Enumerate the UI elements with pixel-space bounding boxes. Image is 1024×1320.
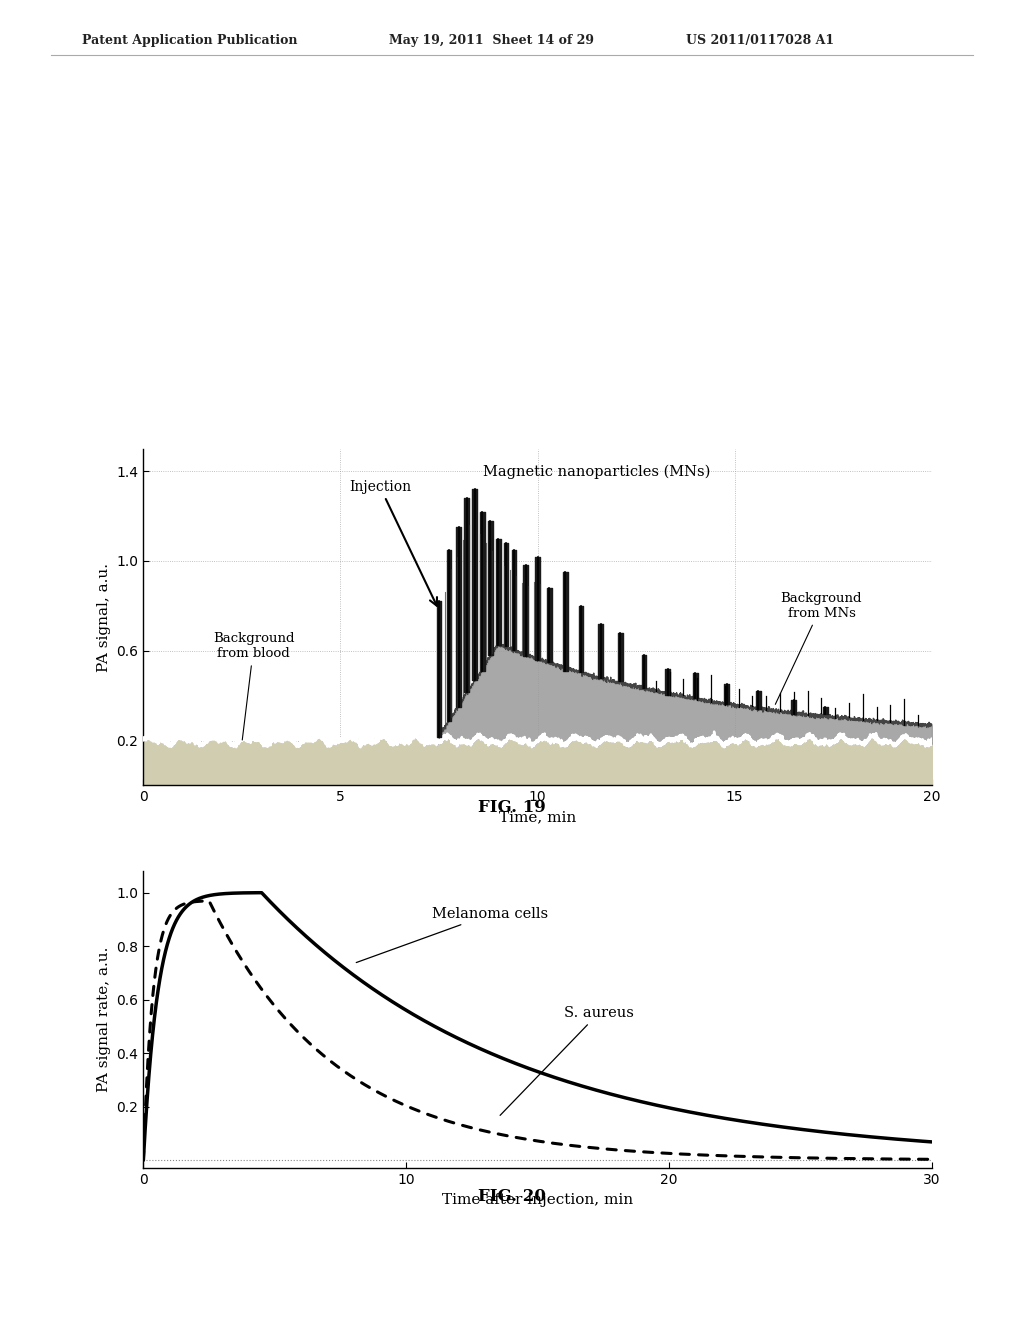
X-axis label: Time after injection, min: Time after injection, min xyxy=(442,1192,633,1206)
Y-axis label: PA signal rate, a.u.: PA signal rate, a.u. xyxy=(97,946,111,1093)
Text: Melanoma cells: Melanoma cells xyxy=(356,907,549,962)
Text: Patent Application Publication: Patent Application Publication xyxy=(82,33,297,46)
Text: S. aureus: S. aureus xyxy=(500,1006,634,1115)
Text: Magnetic nanoparticles (MNs): Magnetic nanoparticles (MNs) xyxy=(483,465,711,479)
Text: FIG. 19: FIG. 19 xyxy=(478,799,546,816)
Text: Background
from blood: Background from blood xyxy=(213,632,295,741)
Text: US 2011/0117028 A1: US 2011/0117028 A1 xyxy=(686,33,835,46)
Text: May 19, 2011  Sheet 14 of 29: May 19, 2011 Sheet 14 of 29 xyxy=(389,33,594,46)
Text: Background
from MNs: Background from MNs xyxy=(775,591,862,705)
Text: Injection: Injection xyxy=(349,479,437,606)
X-axis label: Time, min: Time, min xyxy=(499,809,577,824)
Y-axis label: PA signal, a.u.: PA signal, a.u. xyxy=(97,562,111,672)
Text: FIG. 20: FIG. 20 xyxy=(478,1188,546,1205)
